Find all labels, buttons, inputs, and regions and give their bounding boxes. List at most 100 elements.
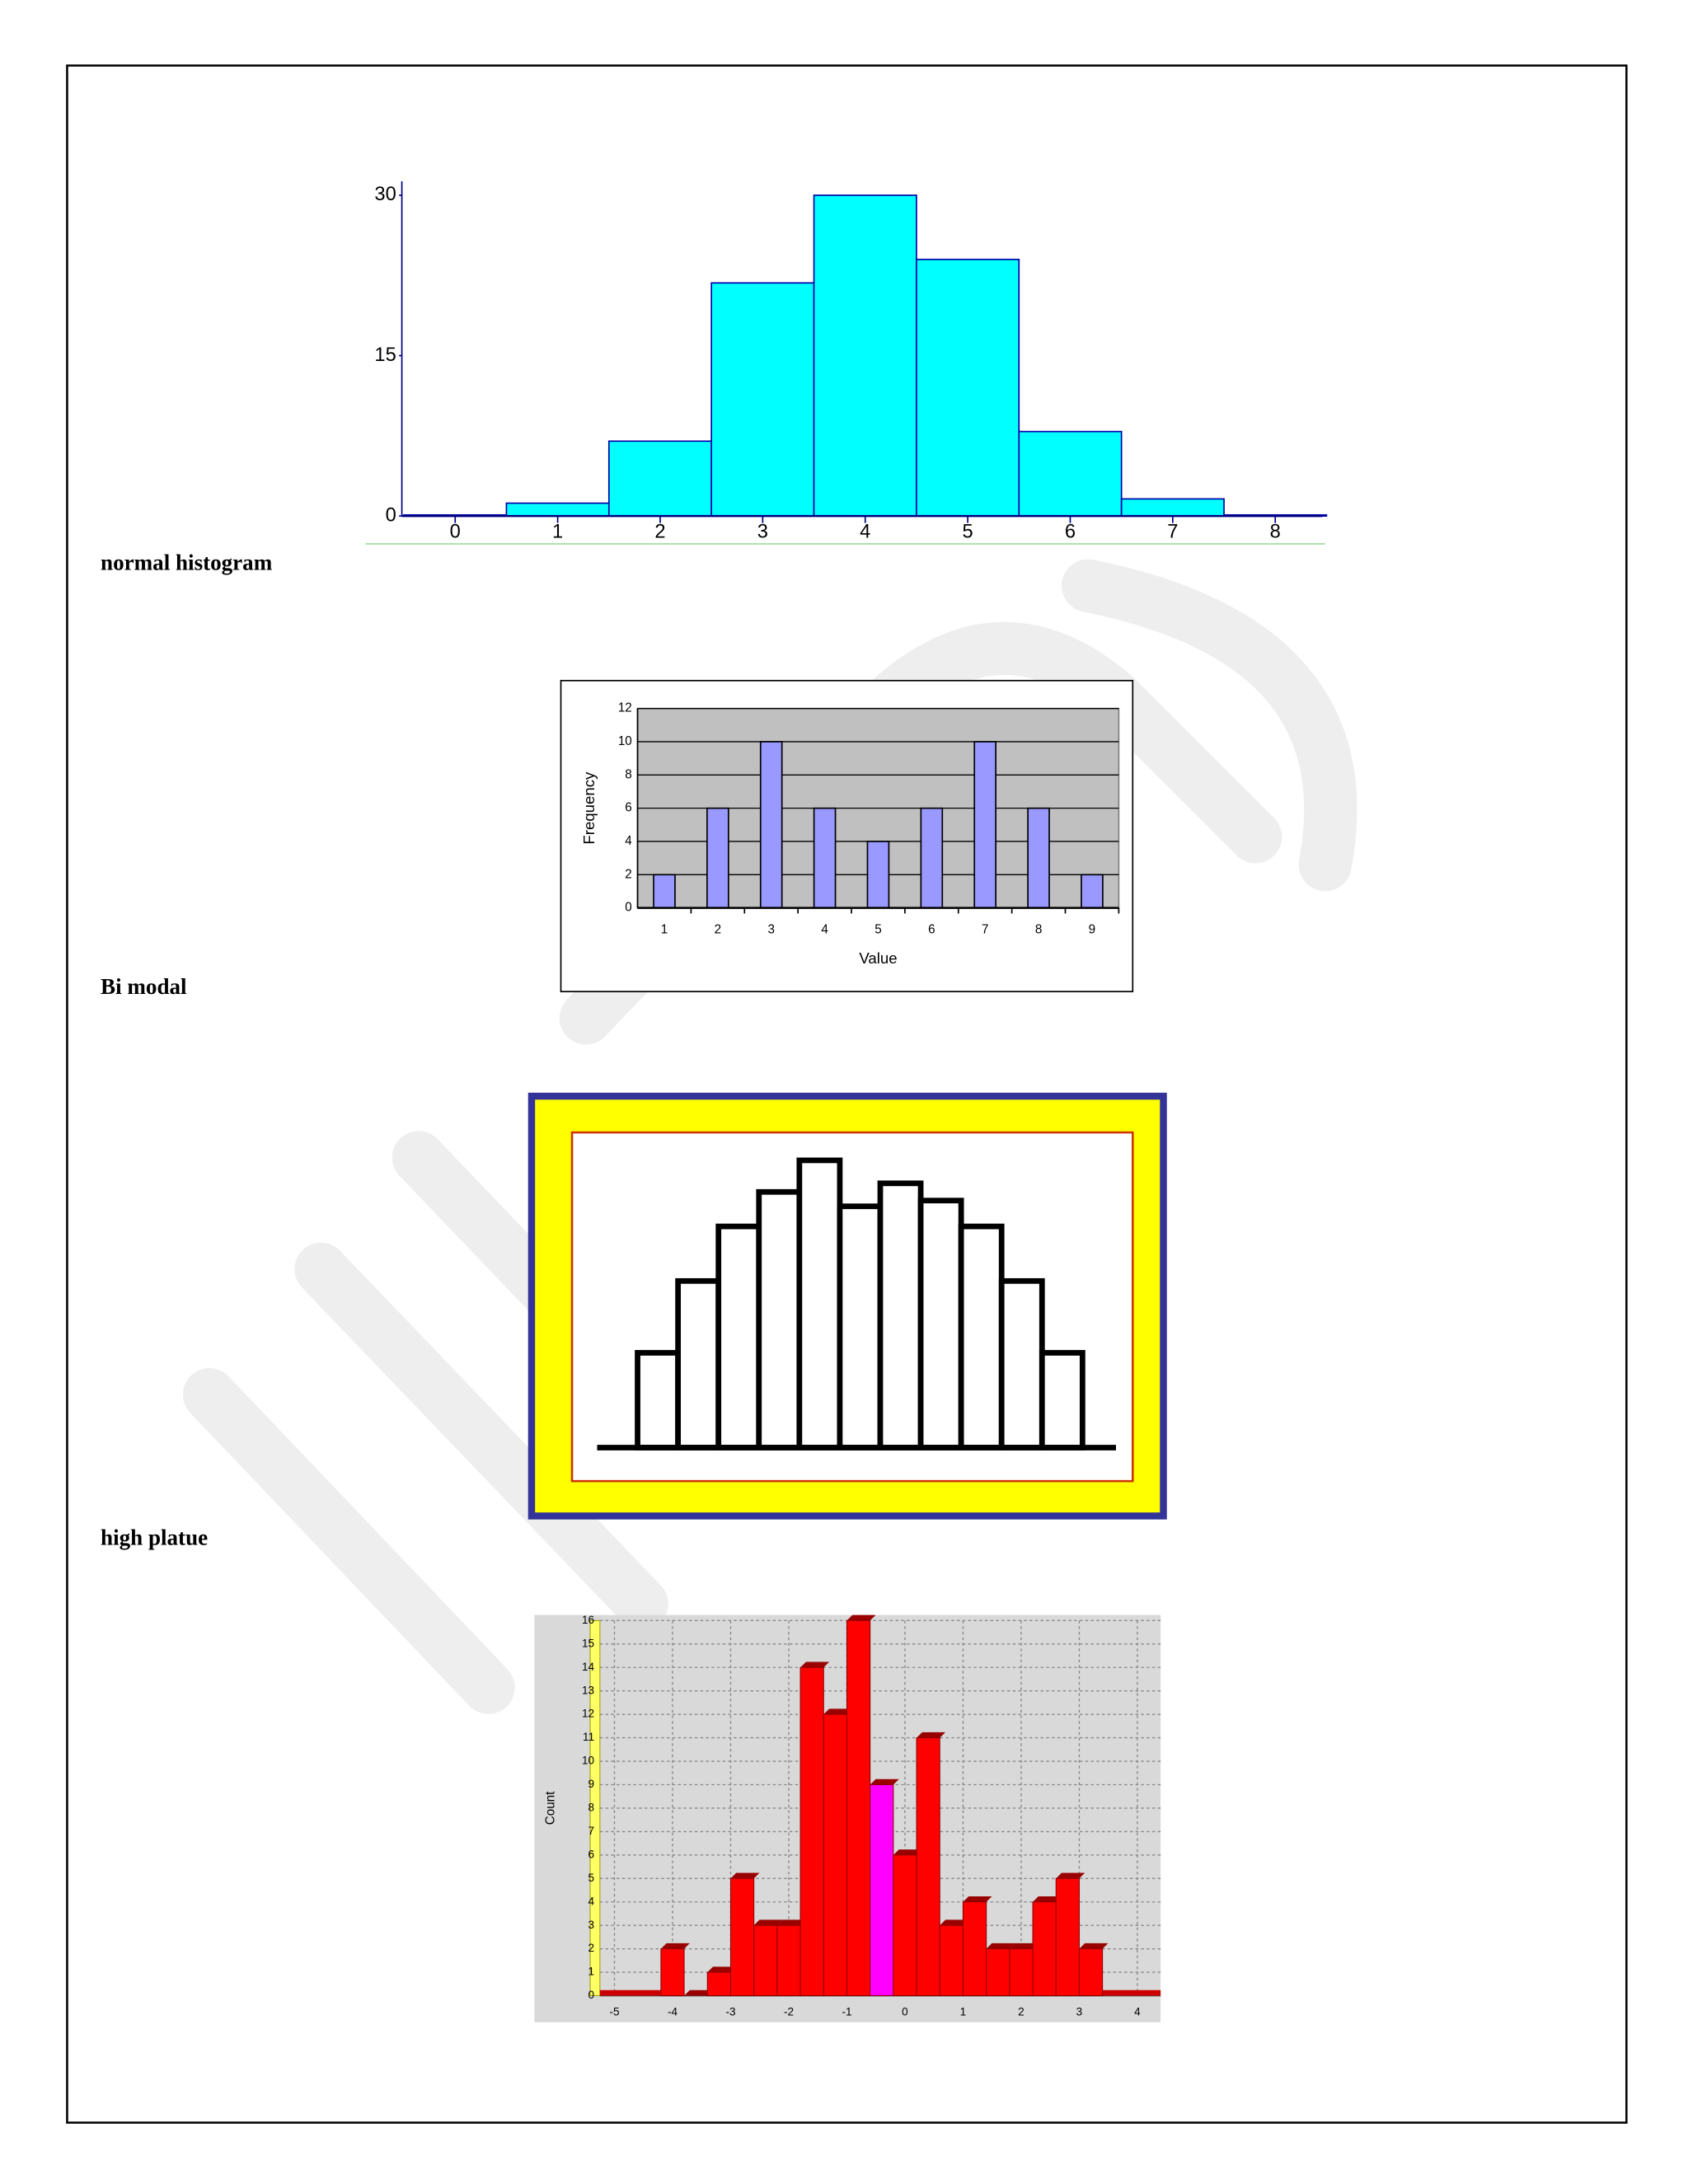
x-tick-label: 0 [902, 2005, 908, 2018]
y-tick-label: 9 [588, 1778, 595, 1790]
bar-top [1079, 1943, 1109, 1949]
bar [866, 841, 890, 909]
x-tick-label: 1 [661, 923, 668, 937]
y-tick-label: 15 [374, 344, 396, 366]
y-tick-label: 7 [588, 1825, 595, 1837]
bar [1055, 1877, 1080, 1997]
bar-top [730, 1872, 760, 1879]
bar-top [963, 1896, 992, 1902]
y-tick-label: 0 [588, 1989, 595, 2001]
y-tick-label: 16 [582, 1614, 594, 1626]
y-tick-label: 0 [386, 504, 396, 526]
x-tick-label: 7 [982, 923, 988, 937]
y-tick-label: 4 [588, 1895, 595, 1907]
y-tick-label: 8 [588, 1802, 595, 1814]
y-tick-label: 6 [588, 1848, 595, 1860]
bar [813, 194, 917, 517]
bar-top [776, 1919, 806, 1926]
bar [756, 1188, 803, 1451]
bar-top [823, 1708, 853, 1715]
bar [939, 1924, 964, 1997]
bar [877, 1180, 924, 1451]
bar [505, 502, 610, 517]
bar [660, 1948, 685, 1997]
y-axis-label: Count [544, 1791, 558, 1825]
bar [1039, 1350, 1085, 1451]
x-tick-label: -2 [784, 2005, 794, 2018]
y-tick-label: 10 [618, 734, 632, 748]
x-tick-label: 2 [654, 522, 665, 543]
bar [920, 807, 944, 909]
bar [607, 440, 713, 517]
page-border [66, 64, 1628, 2124]
y-tick-label: 4 [625, 834, 632, 848]
bar [1027, 807, 1050, 909]
bar [1078, 1948, 1104, 1997]
bar-top [1033, 1896, 1062, 1902]
x-tick-label: 3 [1076, 2005, 1083, 2018]
bar [776, 1924, 801, 1997]
bar-top [707, 1966, 737, 1973]
y-tick-label: 2 [625, 867, 631, 881]
bar [870, 1783, 894, 1997]
bar [823, 1713, 847, 1997]
x-tick-label: 4 [860, 522, 870, 543]
bar [813, 807, 837, 909]
bar [715, 1223, 762, 1451]
y-tick-label: 8 [625, 767, 631, 781]
bar [759, 741, 783, 909]
x-tick-label: 4 [1134, 2005, 1141, 2018]
y-tick-label: 0 [625, 901, 631, 915]
bar [962, 1901, 987, 1997]
y-tick-label: 5 [588, 1872, 595, 1884]
x-tick-label: -5 [609, 2005, 619, 2018]
x-tick-label: -1 [842, 2005, 851, 2018]
y-tick-label: 11 [583, 1731, 594, 1743]
x-tick-label: -4 [668, 2005, 678, 2018]
bar-top [660, 1943, 690, 1949]
bar-top [917, 1732, 946, 1738]
x-tick-label: 3 [767, 923, 774, 937]
bar [1009, 1948, 1034, 1997]
bar [753, 1924, 778, 1997]
x-tick-label: 6 [928, 923, 935, 937]
caption: normal histogram [101, 551, 273, 575]
y-tick-label: 6 [625, 801, 631, 815]
x-tick-label: -3 [725, 2005, 735, 2018]
x-tick-label: 8 [1035, 923, 1042, 937]
bar [916, 258, 1020, 517]
y-tick-label: 12 [618, 701, 632, 715]
bar [958, 1223, 1005, 1451]
x-tick-label: 3 [757, 522, 768, 543]
y-tick-label: 3 [588, 1919, 595, 1931]
x-tick-label: 7 [1167, 522, 1178, 543]
bar-top [800, 1661, 830, 1668]
bar [998, 1277, 1045, 1451]
x-tick-label: 9 [1089, 923, 1095, 937]
bar [729, 1877, 755, 1997]
bar [837, 1203, 884, 1451]
bar-top [986, 1943, 1015, 1949]
bar [635, 1350, 682, 1451]
bar [893, 1854, 917, 1997]
bar [1081, 874, 1104, 909]
bar [796, 1157, 843, 1451]
bar-top [940, 1919, 969, 1926]
y-tick-label: 1 [588, 1966, 595, 1978]
bar-top [1056, 1872, 1085, 1879]
y-tick-label: 12 [582, 1708, 594, 1720]
y-tick-label: 2 [588, 1942, 595, 1954]
caption: high platue [101, 1525, 208, 1549]
x-tick-label: 5 [874, 923, 881, 937]
x-tick-label: 8 [1270, 522, 1281, 543]
y-tick-label: 30 [374, 184, 396, 205]
y-axis-label: Frequency [580, 771, 598, 845]
bar [653, 874, 676, 909]
bar [1018, 430, 1123, 517]
caption: Bi modal [101, 974, 187, 999]
x-tick-label: 2 [1018, 2005, 1025, 2018]
bar [916, 1737, 940, 1997]
bar [846, 1619, 871, 1997]
